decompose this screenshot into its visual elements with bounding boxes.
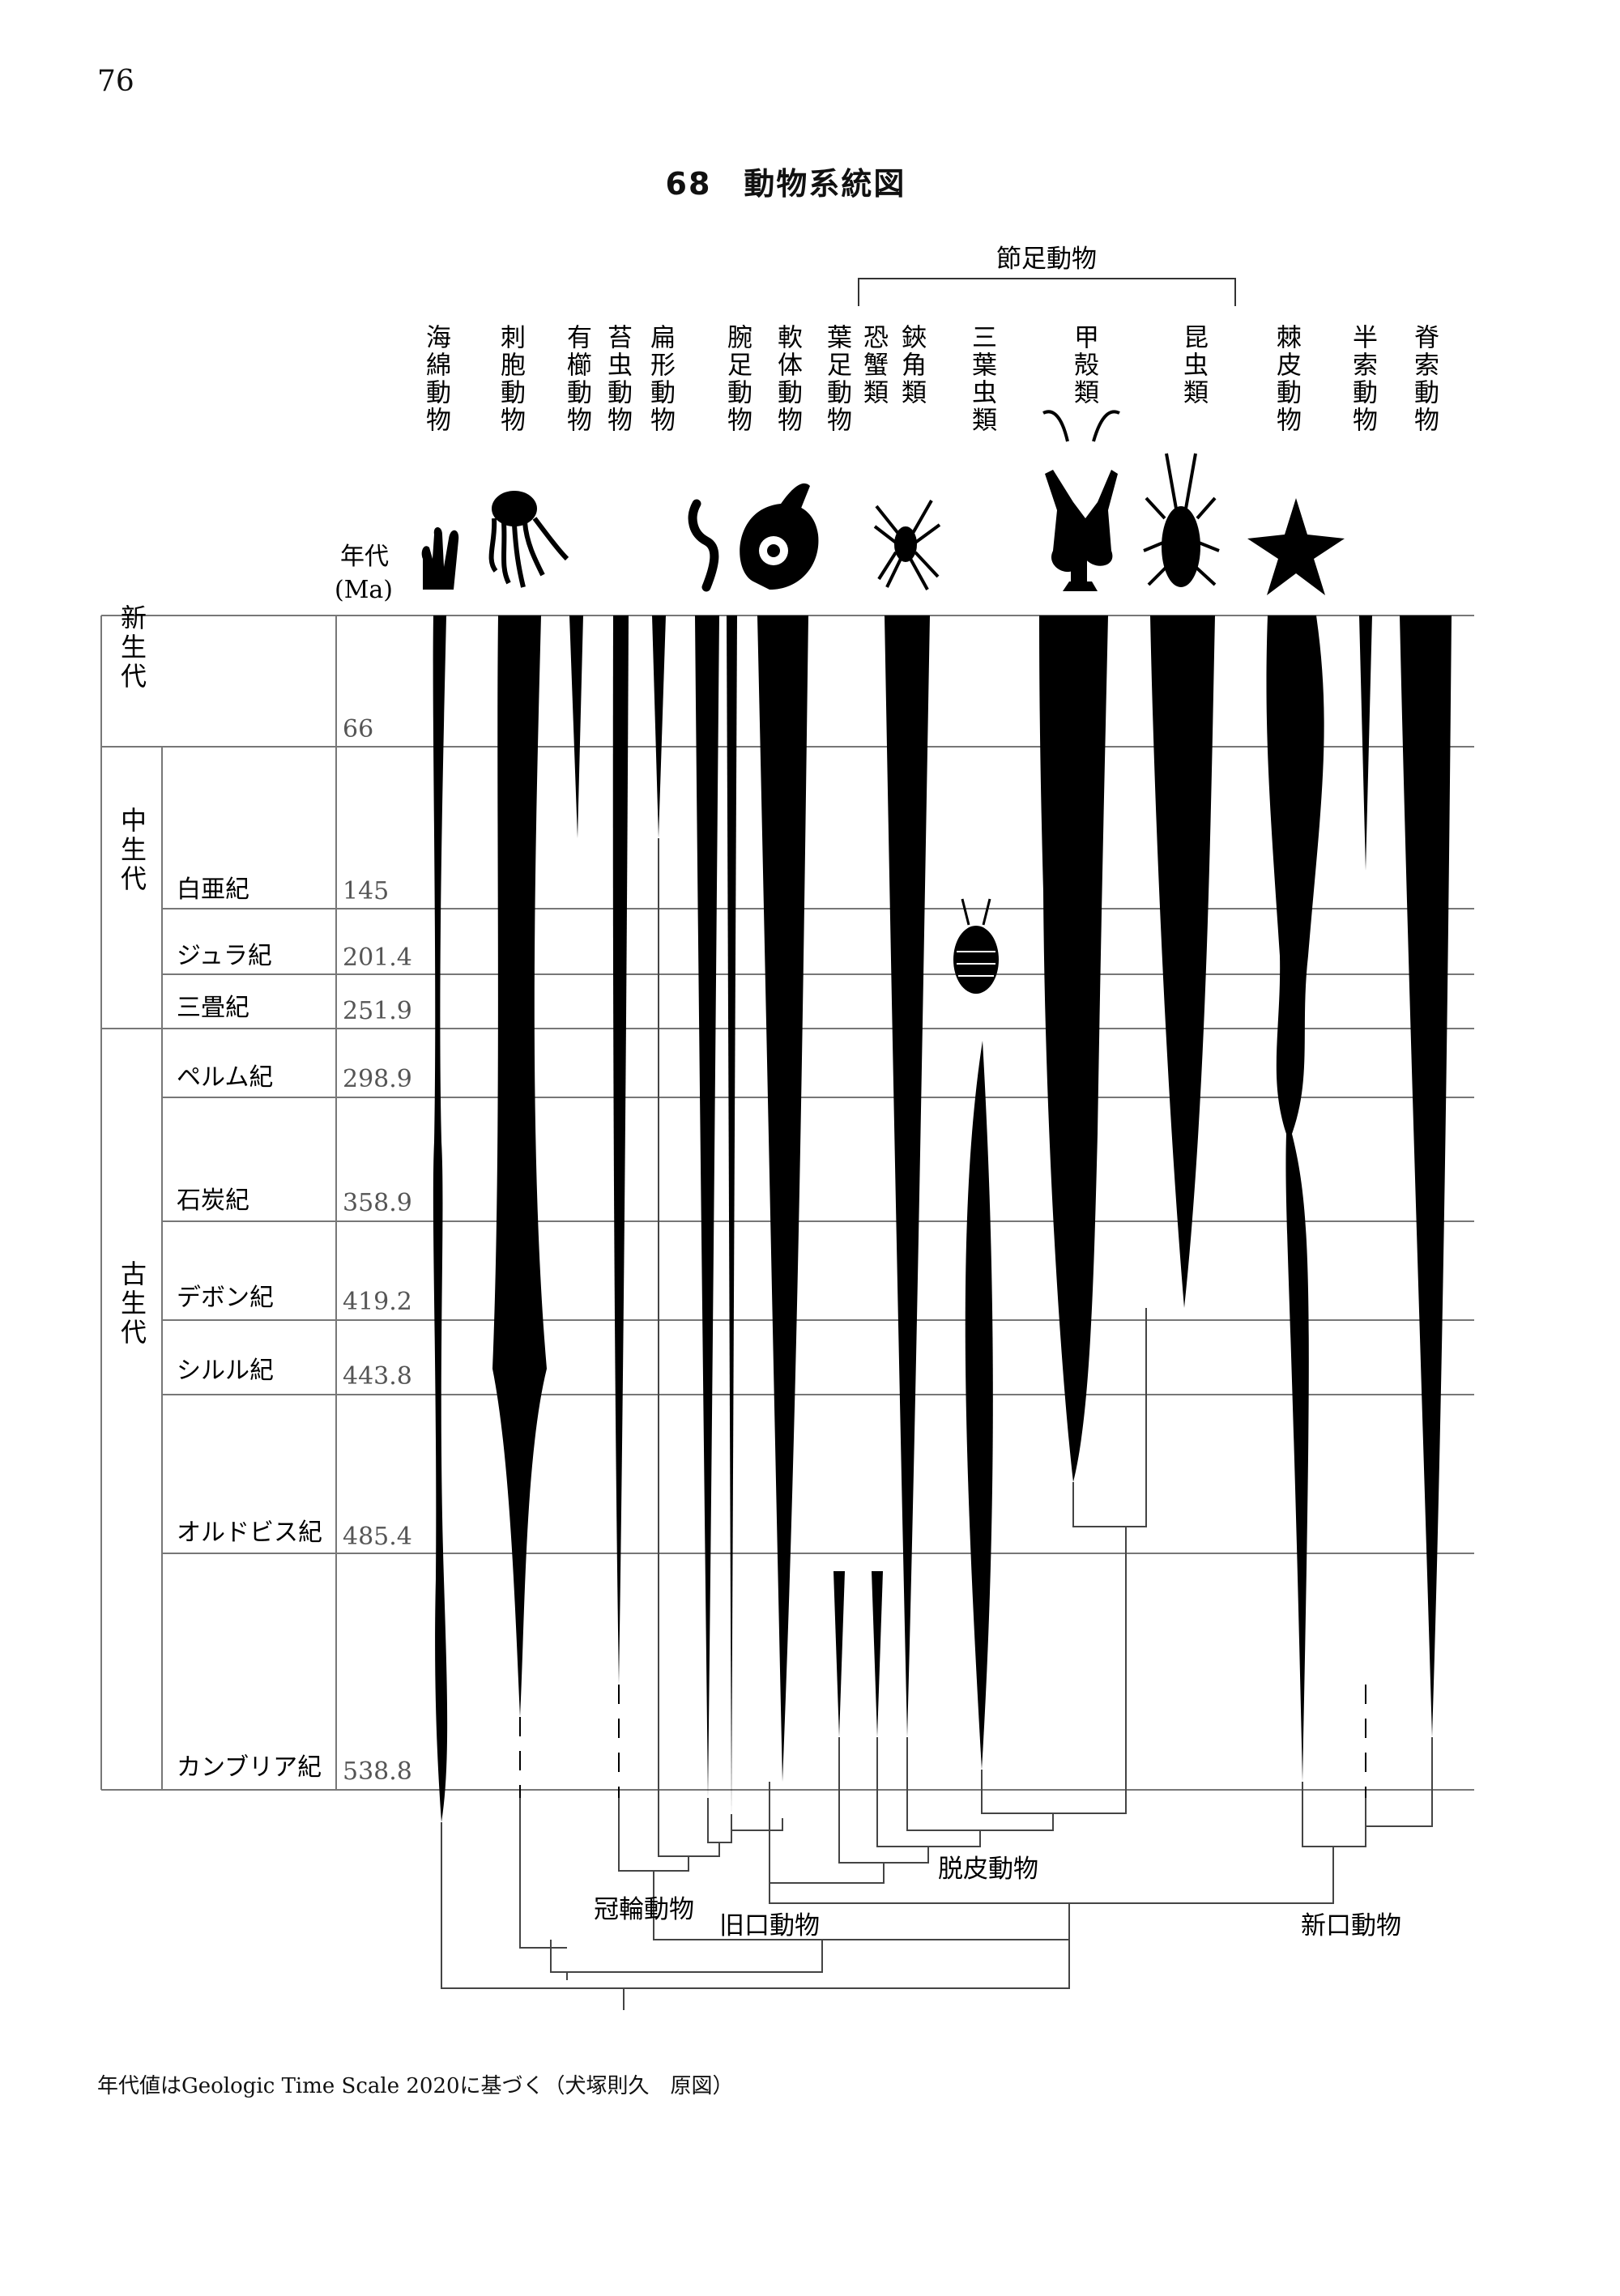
boundary-age: 485.4: [343, 1523, 412, 1551]
period-labels: 白亜紀 ジュラ紀 三畳紀 ペルム紀 石炭紀 デボン紀 シルル紀 オルドビス紀 カ…: [177, 875, 322, 1782]
axis-unit: (Ma): [335, 576, 393, 604]
trilobite-icon: [953, 898, 999, 994]
period-label: シルル紀: [177, 1357, 274, 1385]
lineage-spindle-hemichordates: [1359, 616, 1372, 871]
boundary-age: 145: [343, 877, 389, 905]
boundary-age: 66: [343, 715, 373, 743]
taxon-label-crustaceans: 甲殻類: [1069, 324, 1098, 407]
taxon-label-ctenophores: 有櫛動物: [562, 324, 592, 434]
taxon-label-bryozoans: 苔虫動物: [603, 324, 633, 434]
boundary-age: 419.2: [343, 1288, 412, 1316]
axis-header: 年代: [340, 543, 389, 571]
lineage-spindle-radiodonts: [872, 1571, 883, 1737]
lineage-spindles: [433, 616, 1452, 1822]
lineage-spindle-brachiopods-branch: [727, 616, 737, 1814]
arthropod-bracket: [858, 278, 1236, 306]
period-label: デボン紀: [177, 1284, 274, 1312]
lineage-spindle-lobopodians: [833, 1571, 845, 1737]
taxon-labels: 海綿動物 刺胞動物 有櫛動物 苔虫動物 扁形動物 腕足動物 軟体動物 葉足動物 …: [421, 324, 1439, 434]
period-label: ジュラ紀: [177, 942, 272, 970]
group-label-arthropods: 節足動物: [996, 245, 1097, 274]
period-label: 石炭紀: [177, 1186, 249, 1215]
taxon-label-flatworms: 扁形動物: [646, 324, 676, 434]
lineage-spindle-sponges: [433, 616, 448, 1822]
taxon-label-lobopodians: 葉足動物: [822, 324, 852, 434]
period-label: 三畳紀: [177, 994, 249, 1022]
taxon-label-trilobites: 三葉虫類: [967, 324, 997, 434]
snail-icon: [740, 483, 819, 590]
boundary-age: 251.9: [343, 997, 412, 1025]
sponge-icon: [421, 527, 459, 590]
period-label: オルドビス紀: [177, 1519, 322, 1547]
taxon-label-brachiopods: 腕足動物: [723, 324, 752, 434]
group-label-protostomes: 旧口動物: [719, 1911, 820, 1940]
era-label-mesozoic: 中生代: [117, 807, 147, 894]
period-label: 白亜紀: [177, 875, 249, 904]
lineage-spindle-chordates: [1400, 616, 1452, 1737]
lineage-spindle-bryozoans: [612, 616, 629, 1685]
worm-icon: [688, 499, 719, 592]
taxon-label-chelicerates: 鋏角類: [897, 324, 927, 407]
lineage-spindle-chelicerates: [885, 616, 930, 1737]
lineage-spindle-trilobites: [965, 1041, 993, 1770]
page-number: 76: [97, 65, 134, 98]
figure-title: 68 動物系統図: [665, 166, 906, 202]
group-label-deuterostomes: 新口動物: [1301, 1911, 1401, 1940]
taxon-label-hemichordates: 半索動物: [1348, 324, 1378, 434]
lineage-spindle-insects: [1150, 616, 1215, 1308]
time-scale-table: [100, 615, 1474, 1791]
lineage-spindle-ctenophores: [569, 616, 583, 838]
boundary-age: 201.4: [343, 944, 412, 972]
figure-caption: 年代値はGeologic Time Scale 2020に基づく（犬塚則久 原図…: [97, 2074, 734, 2098]
spider-icon: [873, 500, 941, 590]
crayfish-icon: [1042, 410, 1120, 591]
taxon-label-cnidarians: 刺胞動物: [496, 324, 526, 434]
period-label: ペルム紀: [177, 1063, 273, 1092]
insect-icon: [1143, 453, 1220, 587]
lineage-spindle-brachiopods: [695, 616, 719, 1798]
taxon-label-sponges: 海綿動物: [421, 324, 451, 434]
boundary-age: 443.8: [343, 1362, 412, 1391]
taxon-label-radiodonts: 恐蟹類: [859, 324, 888, 407]
era-label-cenozoic: 新生代: [117, 604, 147, 692]
starfish-icon: [1247, 498, 1345, 595]
taxon-label-insects: 昆虫類: [1179, 324, 1208, 407]
group-label-lophotrochozoa: 冠輪動物: [594, 1895, 694, 1924]
lineage-spindle-echinoderms: [1266, 616, 1324, 1782]
jellyfish-icon: [488, 491, 569, 588]
boundary-ages: 66 145 201.4 251.9 298.9 358.9 419.2 443…: [343, 715, 412, 1786]
taxon-label-chordates: 脊索動物: [1409, 324, 1439, 434]
boundary-age: 358.9: [343, 1189, 412, 1217]
period-label: カンブリア紀: [177, 1753, 322, 1782]
lineage-spindle-flatworms: [652, 616, 666, 838]
boundary-age: 298.9: [343, 1065, 412, 1093]
boundary-age: 538.8: [343, 1757, 412, 1786]
group-label-ecdysozoa: 脱皮動物: [938, 1855, 1038, 1884]
lineage-spindle-molluscs: [757, 616, 808, 1782]
taxon-label-molluscs: 軟体動物: [773, 324, 803, 434]
dashed-continuations: [519, 1685, 1366, 1798]
era-label-paleozoic: 古生代: [117, 1260, 147, 1348]
lineage-spindle-crustaceans: [1039, 616, 1108, 1482]
taxon-label-echinoderms: 棘皮動物: [1272, 324, 1302, 434]
cladogram-lines: [441, 838, 1433, 2010]
lineage-spindle-cnidarians: [492, 616, 547, 1717]
